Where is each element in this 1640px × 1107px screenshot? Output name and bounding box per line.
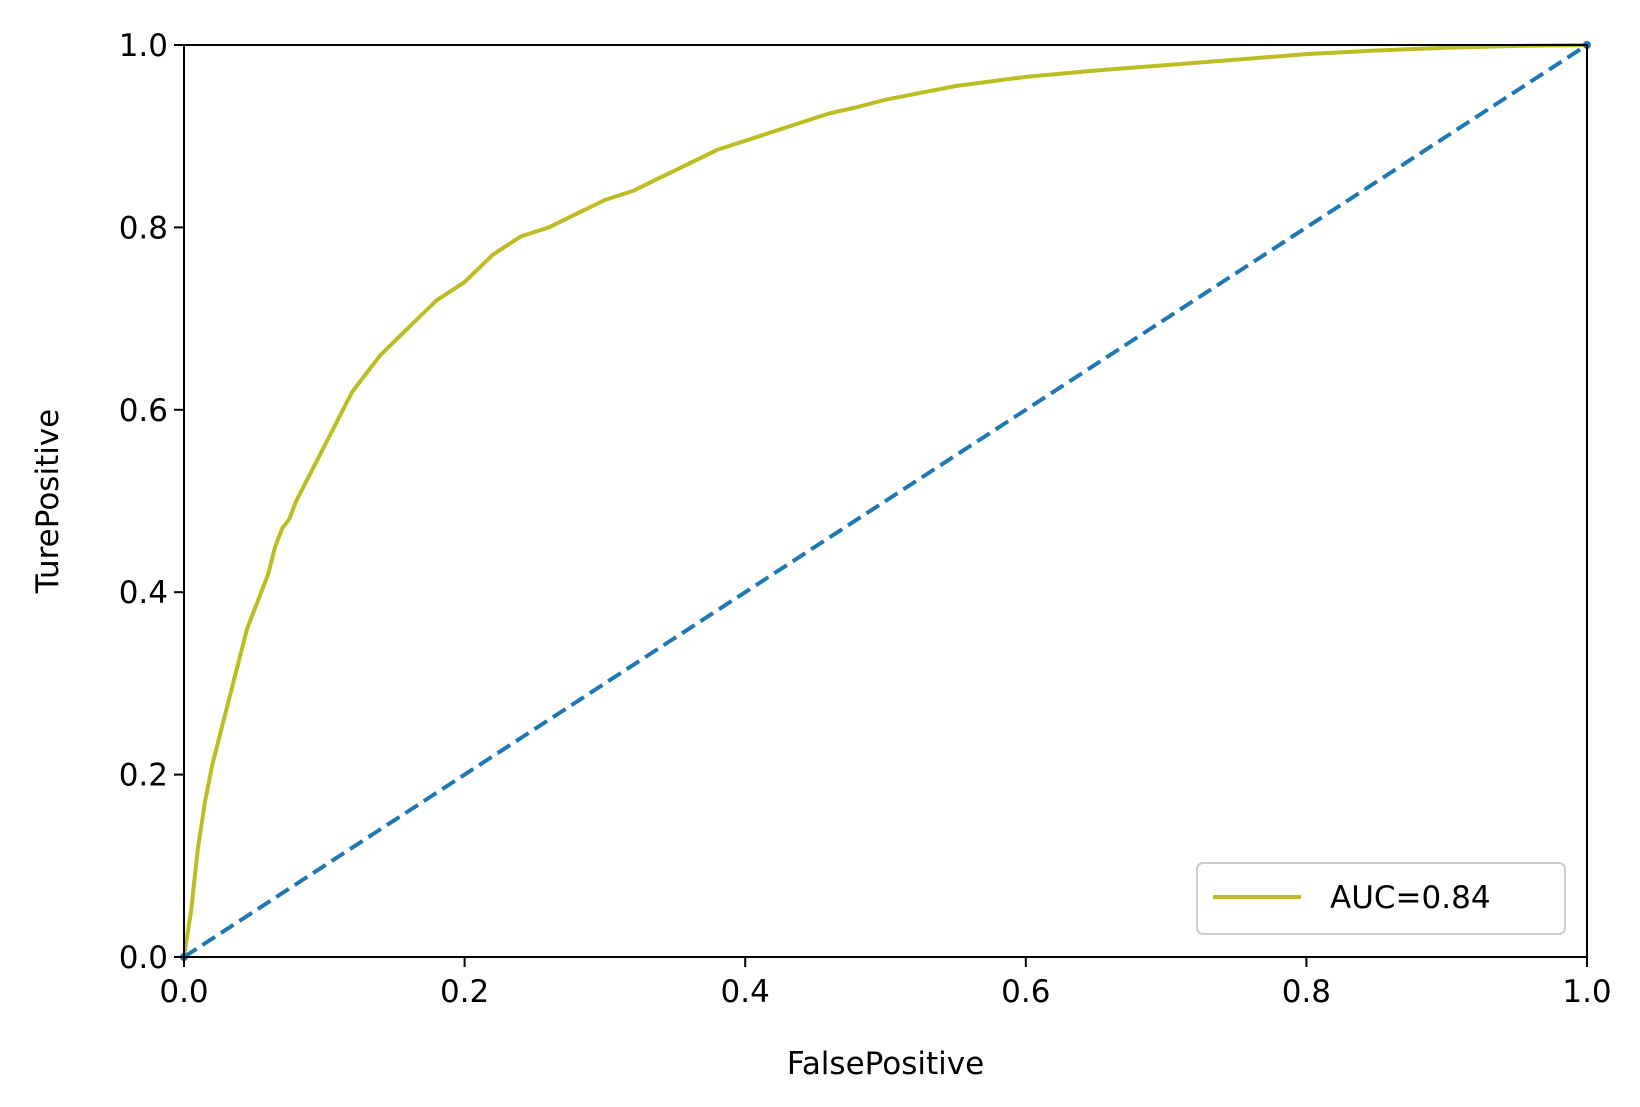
y-axis-label: TurePositive	[30, 409, 66, 595]
ticks-layer: 0.0 0.2 0.4 0.6 0.8 1.0 0.0 0.2 0.4 0.6 0.8 1.0	[119, 28, 1612, 1010]
legend-box	[1196, 862, 1566, 935]
chance-diagonal-line	[182, 43, 1589, 959]
y-tick-label: 0.2	[119, 758, 168, 794]
y-tick-label: 0.4	[119, 575, 168, 611]
plot-frame	[183, 44, 1588, 958]
y-tick-label: 0.8	[119, 210, 168, 246]
x-axis-label: FalsePositive	[787, 1046, 984, 1082]
x-tick-label: 0.6	[1001, 974, 1050, 1010]
x-tick-label: 0.2	[440, 974, 489, 1010]
roc-curve-line	[182, 43, 1588, 958]
y-tick-label: 0.6	[119, 393, 168, 429]
x-tick-label: 0.0	[159, 974, 208, 1010]
y-tick-label: 1.0	[119, 28, 168, 64]
series-layer	[180, 41, 1591, 961]
legend-label-auc: AUC=0.84	[1330, 880, 1491, 916]
y-tick-label: 0.0	[119, 940, 168, 976]
x-tick-label: 0.4	[721, 974, 770, 1010]
x-tick-label: 0.8	[1282, 974, 1331, 1010]
legend: AUC=0.84	[1196, 862, 1566, 935]
x-tick-label: 1.0	[1562, 974, 1611, 1010]
